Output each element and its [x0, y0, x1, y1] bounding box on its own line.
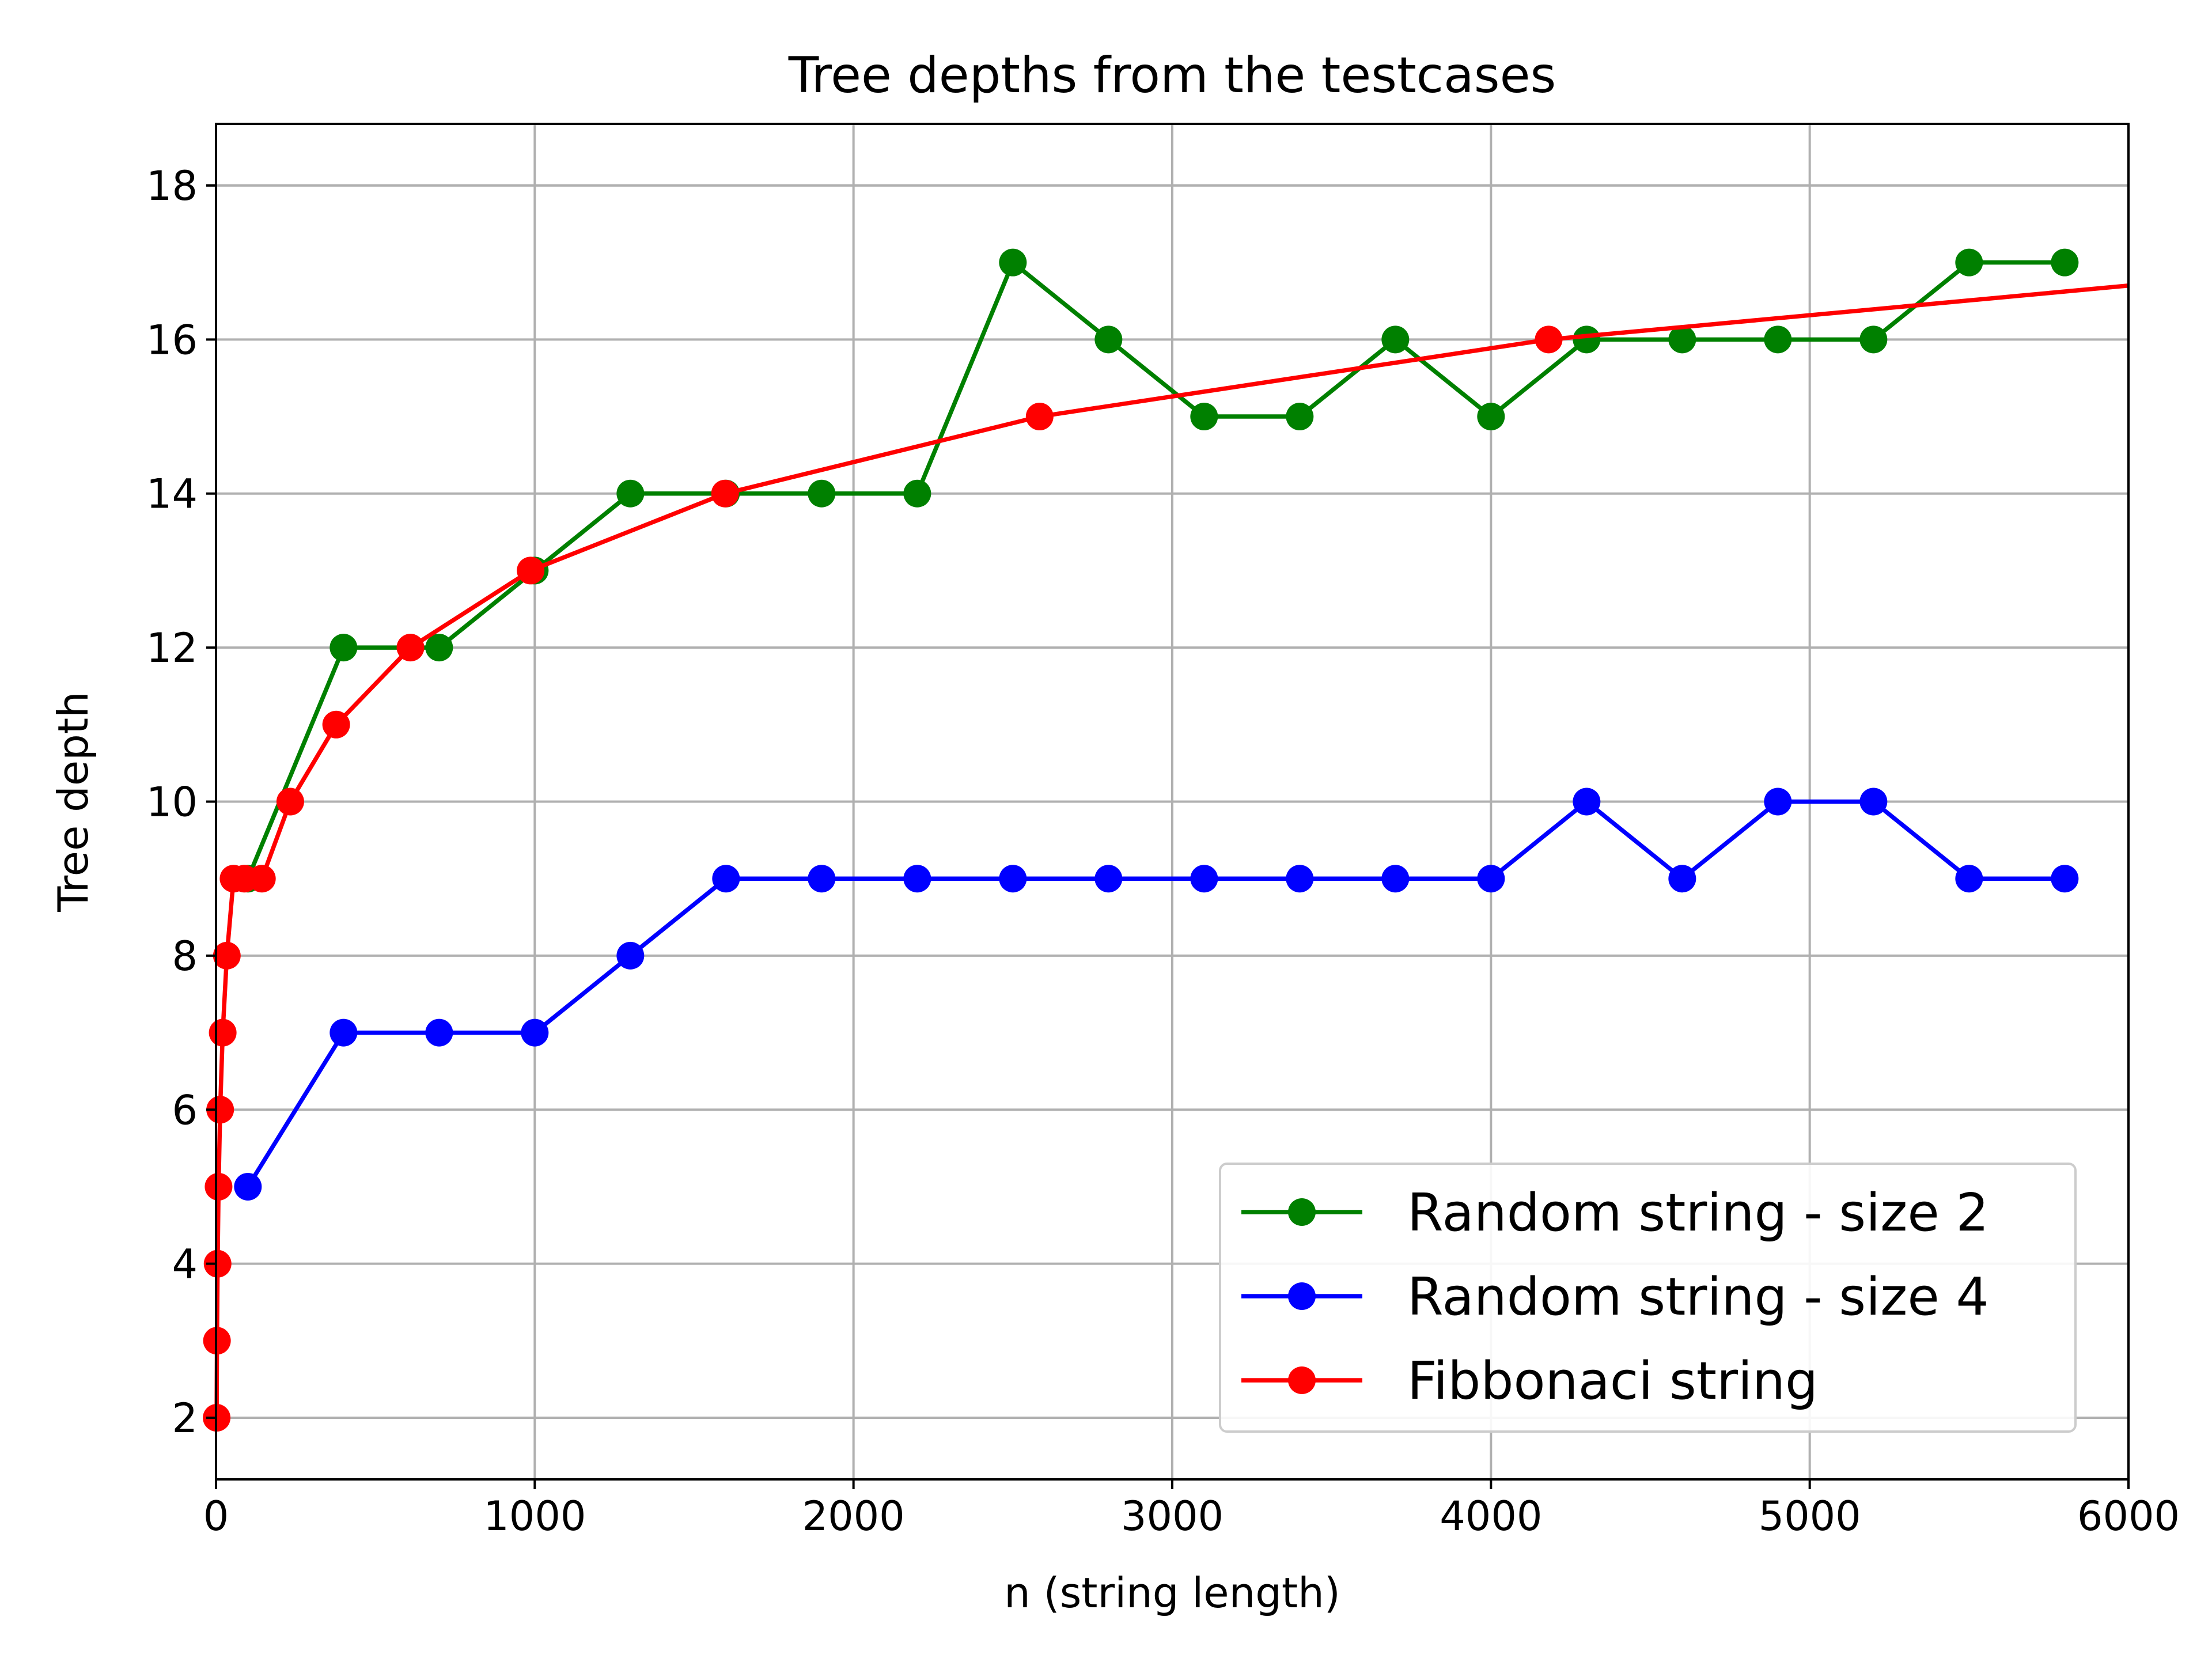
- data-point: [712, 865, 740, 893]
- data-point: [616, 479, 645, 508]
- data-point: [808, 479, 836, 508]
- series-line: [245, 260, 2065, 880]
- series-layer: [203, 248, 2129, 1432]
- legend-label: Random string - size 2: [1407, 1183, 1989, 1243]
- legend: Random string - size 2 Random string - si…: [1219, 1163, 2077, 1433]
- series-line: [246, 799, 2065, 1188]
- legend-item: Fibbonaci string: [1241, 1351, 1818, 1411]
- legend-label: Random string - size 4: [1407, 1267, 1989, 1327]
- data-point: [1286, 865, 1314, 893]
- data-point: [1025, 403, 1054, 431]
- data-point: [517, 556, 545, 585]
- data-point: [425, 634, 453, 662]
- data-point: [1286, 403, 1314, 431]
- y-tick-label: 2: [172, 1395, 198, 1442]
- y-tick-label: 10: [146, 779, 198, 826]
- y-tick-label: 14: [146, 471, 198, 518]
- x-tick-label: 3000: [1121, 1493, 1224, 1540]
- y-axis-label: Tree depth: [49, 691, 97, 912]
- legend-marker: [1288, 1198, 1316, 1226]
- data-point: [1477, 865, 1505, 893]
- legend-marker: [1288, 1282, 1316, 1310]
- x-tick-label: 2000: [802, 1493, 905, 1540]
- data-point: [1381, 325, 1410, 354]
- x-axis-label: n (string length): [1004, 1569, 1340, 1617]
- data-point: [2051, 865, 2079, 893]
- data-point: [1094, 325, 1123, 354]
- data-point: [1955, 865, 1983, 893]
- chart-title: Tree depths from the testcases: [788, 47, 1556, 104]
- data-point: [329, 634, 358, 662]
- data-point: [1859, 788, 1888, 816]
- data-point: [213, 941, 241, 970]
- data-point: [1190, 865, 1218, 893]
- data-point: [1381, 865, 1410, 893]
- data-point: [1668, 325, 1696, 354]
- data-point: [999, 865, 1027, 893]
- data-point: [396, 634, 425, 662]
- x-tick-label: 1000: [483, 1493, 586, 1540]
- data-point: [1573, 325, 1601, 354]
- data-point: [1477, 403, 1505, 431]
- y-tick-label: 16: [146, 316, 198, 364]
- grid: [215, 124, 2130, 1479]
- x-tick-label: 0: [203, 1493, 229, 1540]
- data-point: [1764, 788, 1792, 816]
- legend-marker: [1288, 1366, 1316, 1394]
- data-point: [999, 248, 1027, 277]
- x-tick-label: 4000: [1440, 1493, 1542, 1540]
- data-point: [204, 1172, 233, 1201]
- data-point: [1668, 865, 1696, 893]
- legend-box: [1219, 1163, 2077, 1433]
- data-point: [903, 479, 931, 508]
- y-tick-label: 12: [146, 624, 198, 672]
- series-3: [203, 283, 2129, 1432]
- data-point: [1535, 325, 1563, 354]
- data-point: [1094, 865, 1123, 893]
- ticks: 0 1000 2000 3000 4000 5000 6000 2 4 6 8 10 12 14 16 18: [146, 162, 2180, 1540]
- data-point: [1859, 325, 1888, 354]
- data-point: [1190, 403, 1218, 431]
- data-point: [425, 1019, 453, 1047]
- data-point: [808, 865, 836, 893]
- data-point: [1764, 325, 1792, 354]
- y-tick-label: 18: [146, 162, 198, 210]
- y-tick-label: 6: [172, 1086, 198, 1134]
- x-tick-label: 5000: [1759, 1493, 1861, 1540]
- data-point: [521, 1019, 549, 1047]
- data-point: [329, 1019, 358, 1047]
- legend-label: Fibbonaci string: [1407, 1351, 1818, 1411]
- legend-item: Random string - size 4: [1241, 1267, 1989, 1327]
- data-point: [1573, 788, 1601, 816]
- data-point: [903, 865, 931, 893]
- data-point: [276, 788, 304, 816]
- y-tick-label: 8: [172, 933, 198, 980]
- data-point: [711, 479, 739, 508]
- data-point: [322, 710, 350, 739]
- data-point: [616, 941, 645, 970]
- data-point: [203, 1250, 232, 1278]
- data-point: [1955, 248, 1983, 277]
- y-tick-label: 4: [172, 1241, 198, 1288]
- data-point: [2051, 248, 2079, 277]
- x-tick-label: 6000: [2077, 1493, 2180, 1540]
- data-point: [209, 1019, 237, 1047]
- data-point: [248, 865, 276, 893]
- data-point: [234, 1172, 262, 1201]
- series-2: [234, 788, 2079, 1201]
- legend-item: Random string - size 2: [1241, 1183, 1989, 1243]
- data-point: [206, 1096, 234, 1124]
